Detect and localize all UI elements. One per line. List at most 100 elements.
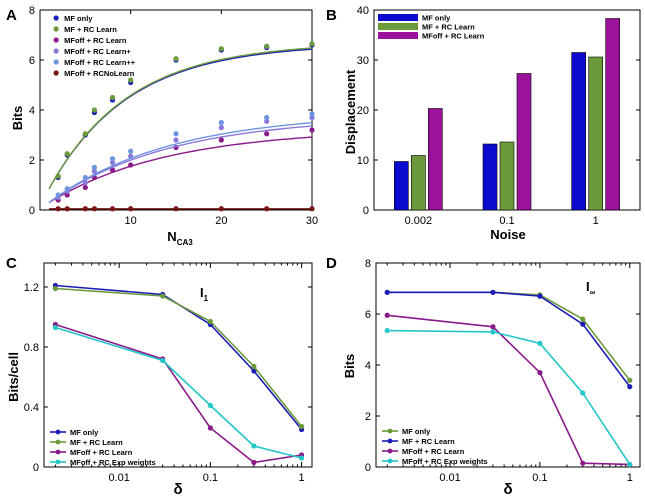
panel-d-ytick-label: 0 (365, 462, 371, 474)
panel-a-point (64, 192, 70, 198)
panel-c-point (207, 425, 213, 431)
panel-b-ylabel: Displacement (343, 69, 358, 154)
panel-c-point (251, 363, 257, 370)
panel-a-ylabel: Bits (10, 106, 25, 131)
panel-c-point (207, 318, 213, 325)
panel-a-point (109, 156, 116, 162)
panel-d-point (627, 461, 633, 468)
panel-a-point (173, 131, 179, 137)
panel-b-bar (499, 141, 515, 211)
panel-b-bar (605, 18, 620, 211)
panel-d-legend-marker (387, 438, 393, 444)
panel-c-annotation: I1 (200, 285, 209, 303)
panel-c: C Bits/cell δ I1 0 0.4 0.8 1.2 0.01 0.1 1 MF o… (6, 255, 313, 497)
panel-a-series-line (48, 122, 313, 204)
panel-d-point (490, 324, 496, 330)
panel-a-point (109, 206, 116, 212)
panel-d-point (627, 384, 633, 390)
panel-d-point (490, 289, 496, 295)
panel-b-legend-swatch (378, 14, 418, 21)
panel-b-bar (516, 73, 532, 211)
panel-d-legend-marker (387, 448, 393, 454)
panel-a-point (173, 206, 179, 212)
panel-a-point (55, 173, 61, 179)
panel-c-legend-marker (55, 429, 61, 435)
panel-c-point (52, 324, 58, 331)
panel-d-xtick-label: 1 (627, 472, 633, 484)
panel-a-point (264, 114, 270, 121)
panel-a-point (91, 107, 97, 113)
panel-b-ytick-label: 30 (357, 55, 369, 67)
panel-a-legend-marker (53, 15, 59, 21)
panel-c-legend-label: MF only (70, 428, 99, 437)
panel-b-letter: B (326, 7, 337, 24)
panel-d-point (384, 289, 390, 295)
panel-b-xlabel: Noise (490, 227, 525, 242)
panel-d-point (580, 390, 586, 396)
panel-a-point (264, 43, 270, 49)
panel-c-ytick-label: 0.4 (24, 402, 39, 414)
panel-b-legend-swatch (378, 23, 418, 30)
panel-b-bar (428, 108, 443, 211)
panel-d-point (537, 293, 543, 299)
panel-d-ytick-label: 2 (365, 411, 371, 423)
panel-a-legend-marker (53, 59, 59, 65)
panel-a-point (309, 206, 315, 212)
panel-a-point (218, 46, 224, 52)
panel-a-legend-marker (53, 26, 59, 32)
panel-a-point (109, 159, 116, 166)
panel-d-series-line (387, 291, 631, 388)
panel-c-point (299, 455, 305, 461)
panel-a-xtick-label: 30 (306, 215, 318, 227)
panel-d-legend-label: MF + RC Learn (402, 437, 455, 446)
panel-c-series-line (55, 284, 303, 431)
panel-a-point (264, 206, 270, 212)
panel-a-legend-label: MFoff + RCNoLearn (64, 69, 135, 78)
panel-a-letter: A (6, 7, 17, 24)
panel-a-plot (48, 41, 315, 212)
panel-a-legend-label: MF only (64, 14, 93, 23)
panel-d-point (537, 340, 543, 346)
panel-c-ytick-label: 0 (33, 462, 39, 474)
panel-c-legend-marker (55, 439, 61, 445)
panel-d-legend-marker (387, 428, 393, 434)
panel-c-letter: C (6, 255, 17, 272)
panel-a-ytick-label: 0 (29, 205, 35, 217)
panel-d-point (537, 370, 543, 376)
panel-a-legend-label: MF + RC Learn (64, 25, 117, 34)
panel-a-legend-marker (53, 48, 59, 54)
panel-d-xtick-label: 0.01 (439, 472, 460, 484)
panel-a-point (55, 206, 61, 212)
panel-a-legend: MF only MF + RC Learn MFoff + RC Learn MFof… (53, 14, 136, 78)
panel-d-ylabel: Bits (342, 354, 357, 379)
panel-c-legend-marker (55, 459, 61, 465)
panel-a: A Bits NCA3 0 2 4 6 8 10 20 30 MF only MF + RC L… (6, 5, 318, 247)
panel-b-plot (394, 18, 620, 211)
panel-a-point (173, 56, 179, 62)
panel-a-ytick-label: 8 (29, 5, 35, 17)
panel-a-xtick-label: 20 (215, 215, 227, 227)
panel-a-legend-label: MFoff + RC Learn++ (64, 58, 136, 67)
panel-d-point (580, 321, 586, 327)
panel-c-legend-label: MFoff + RC Learn (70, 448, 133, 457)
panel-b-xtick-label: 0.1 (499, 215, 514, 227)
panel-a-point (91, 164, 97, 171)
panel-c-point (207, 402, 213, 409)
panel-a-ytick-label: 4 (29, 105, 35, 117)
panel-a-point (218, 206, 224, 212)
panel-c-point (52, 285, 58, 292)
panel-b-bar (411, 155, 426, 211)
panel-c-xtick-label: 0.01 (108, 472, 129, 484)
panel-a-ytick-label: 6 (29, 55, 35, 67)
panel-a-point (128, 77, 134, 83)
panel-c-point (251, 443, 257, 449)
panel-b-bar (571, 52, 586, 211)
panel-a-legend-label: MFoff + RC Learn+ (64, 47, 131, 56)
panel-b-legend-label: MFoff + RC Learn (422, 32, 485, 41)
panel-a-xtick-label: 10 (125, 215, 137, 227)
panel-a-point (264, 131, 270, 137)
panel-b-ytick-label: 40 (357, 5, 369, 17)
